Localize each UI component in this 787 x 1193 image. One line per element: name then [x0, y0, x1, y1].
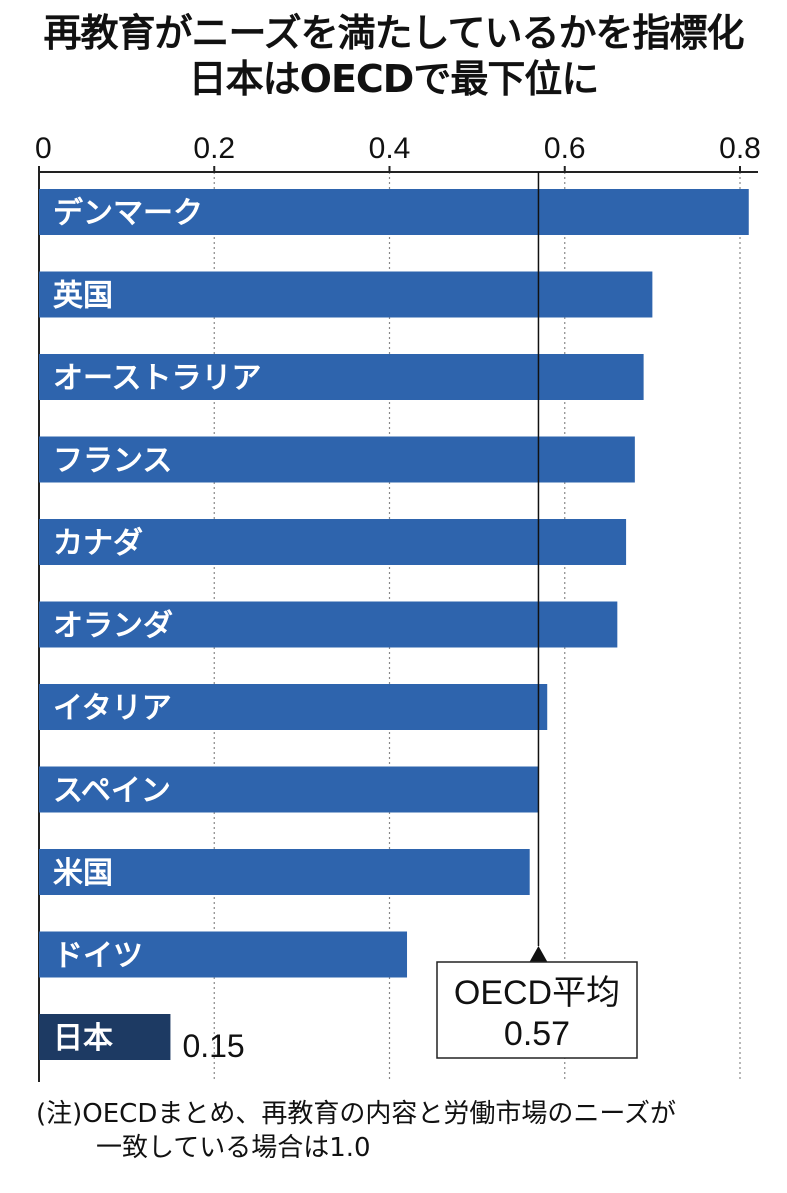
x-tick-label: 0.4: [369, 132, 411, 165]
x-tick-label: 0.2: [193, 132, 235, 165]
bar-label: デンマーク: [53, 196, 203, 231]
bar: [39, 519, 627, 565]
bar: [39, 601, 618, 648]
x-tick-label: 0.6: [544, 132, 586, 165]
bar: [39, 271, 653, 318]
x-tick-label: 0.8: [719, 132, 761, 165]
bar-label: スペイン: [53, 774, 171, 809]
x-tick-label: 0: [35, 132, 52, 165]
bar-label: 英国: [53, 279, 113, 314]
reference-arrow: [529, 946, 548, 962]
reference-callout-label: OECD平均: [454, 974, 620, 1012]
bar: [39, 684, 548, 730]
bar: [39, 849, 530, 895]
bar-label: 米国: [53, 856, 113, 891]
chart-subtitle: 日本はOECDで最下位に: [188, 57, 600, 101]
bar-label: ドイツ: [53, 939, 143, 974]
bar-label: イタリア: [53, 691, 172, 726]
reference-callout-box: [436, 961, 638, 1059]
bar: [39, 189, 749, 235]
bar-label: カナダ: [53, 526, 143, 561]
reference-callout-value: 0.57: [504, 1015, 570, 1053]
bar-label: フランス: [53, 444, 172, 479]
bar: [39, 766, 539, 813]
bar: [39, 1014, 171, 1060]
chart-note: (注)OECDまとめ、再教育の内容と労働市場のニーズが: [36, 1099, 677, 1129]
bar-label: オランダ: [53, 609, 173, 644]
value-label: 0.15: [182, 1028, 244, 1064]
chart-note-continued: 一致している場合は1.0: [96, 1133, 371, 1163]
bar-label: オーストラリア: [53, 361, 262, 396]
chart-title: 再教育がニーズを満たしているかを指標化: [43, 11, 745, 55]
bar: [39, 436, 635, 483]
bar: [39, 354, 644, 400]
bar: [39, 931, 408, 978]
bar-label: 日本: [53, 1021, 113, 1056]
